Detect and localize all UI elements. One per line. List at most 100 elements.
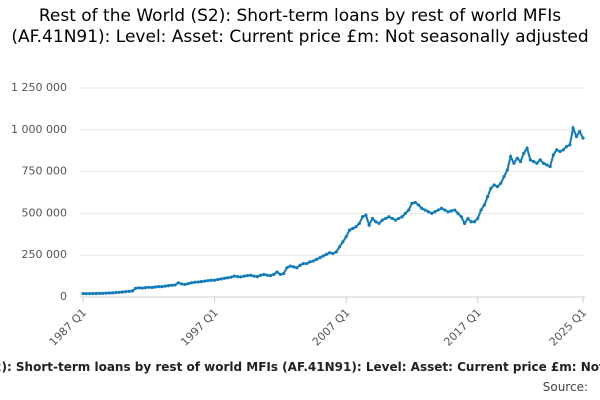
data-point	[84, 292, 88, 296]
data-point	[538, 158, 542, 162]
x-tick-label: 2017 Q1	[441, 306, 484, 349]
data-point	[262, 272, 266, 277]
data-point	[282, 271, 286, 276]
data-point	[308, 260, 312, 264]
data-point	[91, 291, 95, 296]
data-point	[196, 280, 200, 284]
data-point	[492, 183, 496, 187]
data-point	[499, 181, 503, 185]
data-point	[430, 211, 434, 215]
data-point	[311, 259, 315, 263]
data-point	[249, 273, 253, 277]
data-point	[285, 266, 289, 270]
data-point	[328, 251, 332, 255]
data-point	[87, 292, 92, 296]
data-point	[337, 245, 342, 249]
data-point	[413, 200, 417, 205]
data-point	[104, 291, 108, 295]
data-point	[568, 143, 572, 147]
data-point	[288, 264, 292, 268]
data-point	[357, 221, 361, 226]
data-point	[462, 221, 467, 226]
data-point	[314, 257, 319, 261]
data-point	[420, 206, 424, 210]
data-point	[193, 280, 197, 284]
data-point	[163, 284, 167, 288]
data-point	[397, 216, 401, 221]
data-point	[502, 175, 506, 179]
data-point	[140, 286, 144, 290]
data-point	[423, 208, 427, 212]
data-point	[509, 154, 513, 159]
data-point	[180, 282, 184, 286]
chart-title: Rest of the World (S2): Short-term loans…	[11, 6, 589, 47]
data-point	[199, 280, 204, 284]
data-point	[574, 134, 579, 139]
data-point	[143, 286, 148, 290]
data-point	[515, 156, 519, 160]
data-point	[364, 213, 368, 217]
data-point	[505, 168, 509, 172]
data-point	[101, 291, 105, 295]
data-point	[107, 291, 111, 295]
data-point	[137, 286, 141, 290]
data-point	[272, 272, 276, 277]
data-point	[97, 291, 102, 295]
data-point	[291, 265, 296, 269]
y-tick-label: 750 000	[22, 165, 68, 178]
data-point	[456, 211, 460, 215]
data-point	[479, 208, 483, 212]
data-point	[367, 223, 371, 227]
data-point	[558, 149, 562, 154]
data-point	[176, 281, 180, 285]
data-point	[275, 270, 279, 274]
data-point	[495, 185, 500, 189]
data-point	[232, 274, 236, 278]
data-point	[226, 276, 230, 280]
data-point	[321, 254, 325, 258]
data-point	[209, 278, 213, 282]
data-point	[344, 235, 348, 239]
data-point	[147, 285, 151, 289]
data-point	[245, 273, 250, 278]
y-tick-label: 1 250 000	[11, 81, 67, 94]
data-point	[206, 279, 210, 283]
data-point	[229, 275, 233, 279]
data-point	[173, 283, 177, 287]
data-point	[324, 252, 329, 256]
data-point	[541, 161, 546, 165]
data-point	[525, 146, 529, 150]
data-point	[341, 240, 345, 244]
data-point	[581, 136, 585, 140]
x-tick-label: 2007 Q1	[310, 306, 353, 349]
data-point	[410, 201, 414, 205]
x-tick-label: 2025 Q1	[547, 306, 590, 349]
data-point	[186, 282, 190, 286]
data-point	[265, 273, 269, 277]
data-point	[578, 129, 582, 134]
data-point	[157, 285, 161, 289]
data-point	[370, 216, 375, 221]
data-point	[482, 203, 486, 207]
data-point	[183, 282, 187, 287]
data-point	[518, 159, 523, 164]
data-point	[111, 291, 115, 295]
data-point	[166, 284, 171, 288]
data-point	[242, 274, 246, 278]
data-point	[354, 225, 358, 229]
data-point	[433, 210, 437, 214]
data-point	[459, 215, 463, 219]
data-point	[130, 289, 134, 293]
data-point	[449, 209, 454, 213]
data-point	[561, 148, 565, 152]
data-point	[301, 261, 305, 266]
data-point	[564, 144, 569, 149]
data-point	[150, 285, 154, 290]
data-point	[535, 161, 539, 165]
data-point	[374, 220, 378, 224]
data-point	[384, 216, 388, 221]
data-point	[512, 161, 516, 165]
data-point	[219, 277, 223, 281]
data-point	[153, 285, 157, 289]
